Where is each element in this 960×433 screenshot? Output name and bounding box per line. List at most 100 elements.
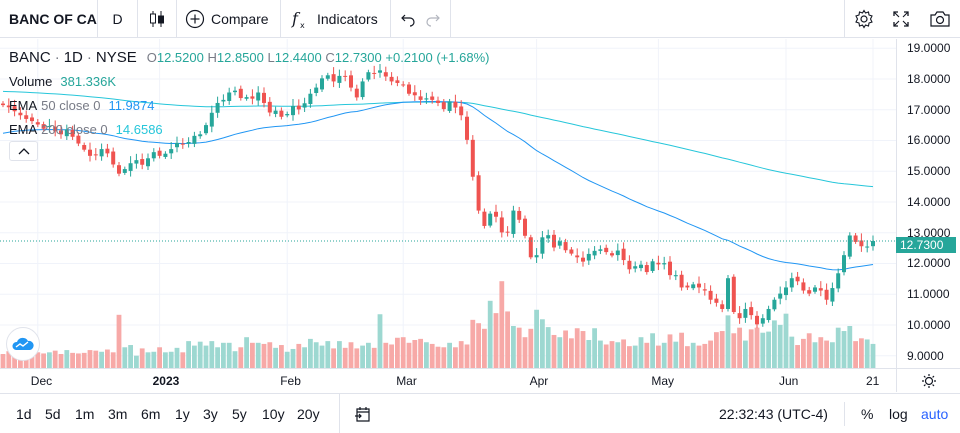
logo-badge[interactable]	[6, 327, 40, 361]
time-tick-label: Dec	[30, 374, 53, 388]
range-20y-button[interactable]: 20y	[297, 406, 320, 422]
open-value: 12.5200	[156, 49, 204, 65]
legend-ticker[interactable]: BANC	[9, 48, 51, 66]
compare-button[interactable]: Compare	[177, 0, 281, 38]
candle-body	[395, 80, 400, 83]
volume-bar	[250, 342, 255, 368]
range-6m-button[interactable]: 6m	[141, 406, 161, 422]
volume-bar	[830, 342, 835, 368]
volume-bar	[441, 347, 447, 368]
volume-bar	[215, 347, 220, 368]
volume-bar	[261, 343, 267, 368]
volume-bar	[360, 345, 365, 368]
settings-button[interactable]	[844, 0, 882, 38]
time-tick-label: 21	[866, 374, 880, 388]
candle-body	[128, 163, 133, 171]
volume-bar	[725, 315, 731, 368]
volume-bar	[569, 338, 574, 368]
volume-bar	[47, 352, 52, 368]
volume-bar	[458, 341, 464, 368]
volume-bar	[870, 343, 876, 368]
chart-pane[interactable]	[0, 39, 896, 368]
volume-bar	[168, 351, 174, 368]
volume-bar	[221, 342, 226, 368]
range-10y-button[interactable]: 10y	[262, 406, 285, 422]
volume-bar	[180, 352, 186, 368]
candle-body	[581, 257, 585, 262]
volume-bar	[632, 345, 638, 368]
volume-bar	[197, 341, 203, 368]
timezone-clock[interactable]: 22:32:43 (UTC-4)	[719, 406, 828, 422]
candle-body	[557, 241, 562, 246]
indicators-button[interactable]: f x Indicators	[281, 0, 391, 38]
price-tick-label: 14.0000	[907, 194, 951, 209]
volume-bar	[598, 340, 603, 368]
volume-bar	[505, 311, 510, 368]
volume-bar	[685, 346, 690, 368]
volume-bar	[232, 351, 238, 368]
candle-body	[656, 262, 661, 265]
volume-bar	[145, 352, 151, 368]
range-3y-button[interactable]: 3y	[203, 406, 218, 422]
legend-collapse-button[interactable]	[9, 141, 38, 161]
candle-body	[569, 249, 574, 254]
range-5d-button[interactable]: 5d	[45, 406, 61, 422]
legend-volume-row[interactable]: Volume 381.336K	[9, 69, 489, 93]
volume-bar	[818, 337, 824, 368]
candle-body	[563, 242, 568, 251]
candle-body	[18, 112, 23, 116]
divider	[844, 402, 845, 426]
snapshot-button[interactable]	[920, 0, 960, 38]
change-value: +0.2100 (+1.68%)	[385, 49, 490, 65]
chart-type-button[interactable]	[138, 0, 177, 38]
volume-bar	[673, 341, 679, 368]
volume-bar	[354, 348, 360, 368]
volume-bar	[702, 343, 708, 368]
candle-body	[192, 135, 197, 144]
volume-bar	[534, 309, 539, 368]
price-tick-label: 15.0000	[907, 164, 951, 179]
price-tick-label: 11.0000	[907, 287, 950, 302]
indicators-label: Indicators	[317, 10, 378, 27]
volume-bar	[719, 331, 725, 368]
candle-body	[151, 152, 156, 159]
axis-settings-button[interactable]	[896, 368, 960, 392]
fullscreen-button[interactable]	[882, 0, 920, 38]
interval-selector[interactable]: D	[98, 0, 138, 38]
candle-body	[615, 250, 620, 256]
volume-bar	[650, 333, 655, 368]
redo-icon[interactable]	[425, 11, 441, 27]
percent-scale-button[interactable]: %	[861, 406, 874, 422]
undo-icon[interactable]	[400, 11, 416, 27]
time-axis[interactable]: Dec 2023 Feb Mar Apr May Jun 21	[0, 368, 896, 392]
volume-bar	[511, 326, 516, 368]
price-chart[interactable]	[0, 39, 896, 368]
price-axis[interactable]: 19.0000 18.0000 17.0000 16.0000 15.0000 14.00…	[896, 39, 960, 368]
legend-ema50-row[interactable]: EMA 50 close 0 11.9874	[9, 93, 489, 117]
range-5y-button[interactable]: 5y	[232, 406, 247, 422]
auto-scale-button[interactable]: auto	[921, 406, 949, 422]
range-1d-button[interactable]: 1d	[16, 406, 32, 422]
candle-body	[749, 307, 754, 316]
volume-bar	[174, 347, 180, 368]
go-to-date-button[interactable]	[339, 394, 385, 433]
candle-body	[59, 130, 63, 135]
legend-dot: ·	[54, 48, 60, 66]
log-scale-button[interactable]: log	[889, 406, 908, 422]
candle-body	[163, 153, 168, 157]
volume-bar	[128, 345, 133, 368]
legend-ema200-row[interactable]: EMA 200 close 0 14.6586	[9, 117, 489, 141]
candle-body	[465, 116, 469, 140]
range-1m-button[interactable]: 1m	[75, 406, 95, 422]
candle-body	[836, 273, 841, 289]
candle-body	[807, 290, 812, 294]
volume-bar	[226, 342, 232, 368]
volume-bar	[366, 342, 371, 368]
volume-bar	[754, 327, 760, 368]
volume-bar	[731, 333, 737, 368]
symbol-search[interactable]: BANC OF CA	[0, 0, 98, 38]
range-3m-button[interactable]: 3m	[108, 406, 128, 422]
candle-body	[644, 265, 649, 273]
volume-bar	[638, 337, 644, 368]
range-1y-button[interactable]: 1y	[175, 406, 190, 422]
